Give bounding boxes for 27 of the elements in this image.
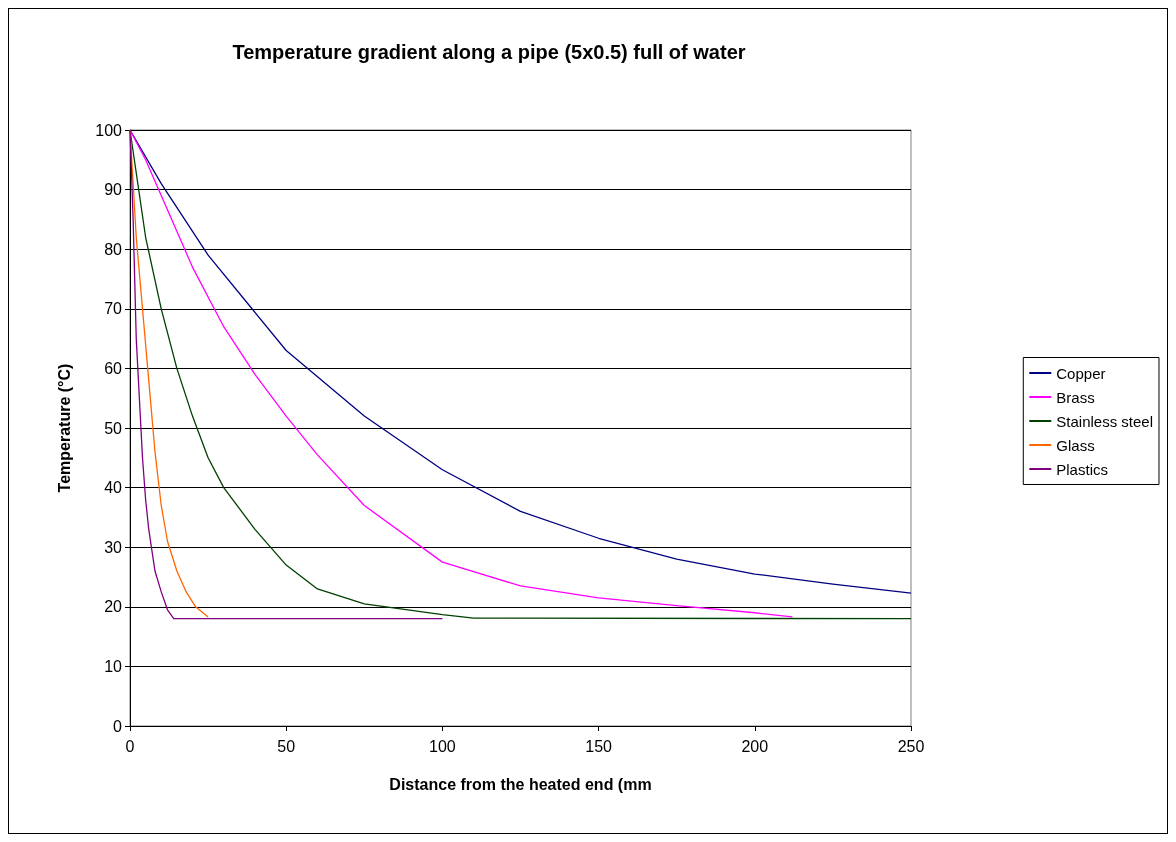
y-tick-label: 90 [104,181,123,199]
x-tick-label: 0 [125,737,135,755]
legend-label: Plastics [1056,460,1108,478]
y-tick-label: 100 [95,121,123,139]
y-tick-label: 40 [104,479,123,497]
x-axis-title: Distance from the heated end (mm [389,775,652,793]
y-tick-label: 50 [104,419,123,437]
y-tick-label: 20 [104,598,123,616]
chart-title: Temperature gradient along a pipe (5x0.5) full of water [232,41,746,63]
y-tick-label: 70 [104,300,123,318]
y-tick-label: 0 [113,717,123,735]
y-tick-label: 80 [104,240,123,258]
y-tick-label: 30 [104,538,123,556]
legend-label: Brass [1056,388,1095,406]
x-tick-label: 50 [277,737,296,755]
y-axis-title: Temperature (°C) [55,363,73,493]
line-series [129,129,793,618]
x-tick-label: 100 [429,737,456,755]
x-tick-label: 200 [741,737,769,755]
legend-label: Stainless steel [1056,412,1153,430]
y-tick-label: 10 [104,657,123,675]
x-tick-label: 250 [897,737,925,755]
line-series [129,129,444,620]
legend-label: Glass [1056,436,1095,454]
legend-label: Copper [1056,364,1106,382]
x-tick-label: 150 [585,737,613,755]
y-tick-label: 60 [104,359,123,377]
